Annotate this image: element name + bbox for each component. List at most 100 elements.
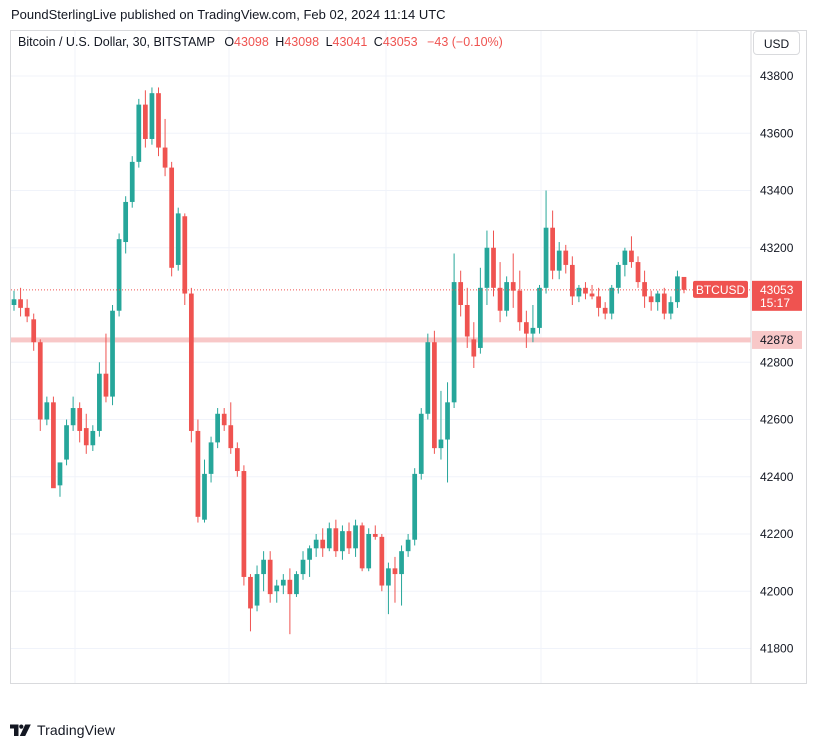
- price-tick-8: 42000: [760, 584, 794, 598]
- symbol-tag-label: BTCUSD: [696, 283, 746, 297]
- currency-button[interactable]: USD: [753, 31, 800, 55]
- candle-body-76: [510, 282, 516, 291]
- candle-body-46: [313, 539, 319, 549]
- candle-body-71: [478, 287, 483, 348]
- candle-body-97: [648, 296, 654, 303]
- candle-body-99: [661, 293, 667, 314]
- candle-body-31: [215, 413, 220, 443]
- candle-body-30: [208, 442, 214, 474]
- candle-body-36: [248, 576, 253, 609]
- candle-body-81: [543, 227, 549, 288]
- candle-body-70: [471, 339, 477, 357]
- candle-body-0: [11, 299, 17, 305]
- candle-body-72: [484, 247, 490, 288]
- tradingview-brand[interactable]: TradingView: [37, 722, 116, 738]
- candle-body-55: [372, 534, 378, 537]
- candle-body-21: [149, 93, 155, 139]
- candle-body-101: [675, 276, 680, 303]
- level-band-rect: [11, 337, 751, 343]
- candle-body-54: [366, 534, 372, 569]
- candle-body-9: [70, 408, 76, 426]
- candle-body-43: [294, 574, 299, 595]
- footer: TradingView: [10, 720, 115, 740]
- candle-body-23: [162, 147, 168, 168]
- candle-body-69: [464, 305, 470, 337]
- candle-body-47: [320, 539, 326, 549]
- candle-body-51: [346, 531, 352, 549]
- candle-body-42: [287, 579, 293, 595]
- price-tick-2: 43400: [760, 184, 794, 198]
- candle-body-27: [188, 293, 194, 431]
- candle-body-16: [116, 239, 122, 311]
- level-tag-bg: [752, 330, 802, 349]
- candle-body-37: [254, 574, 260, 606]
- candle-body-24: [169, 167, 175, 268]
- candle-body-13: [97, 373, 102, 431]
- candle-body-49: [333, 528, 339, 552]
- price-tick-0: 43800: [760, 69, 794, 83]
- candle-body-20: [143, 104, 148, 139]
- candle-body-63: [425, 342, 431, 414]
- candle-body-91: [609, 287, 615, 314]
- candle-body-4: [37, 342, 43, 420]
- candle-body-61: [412, 473, 418, 540]
- candle-body-88: [589, 293, 595, 297]
- price-tick-4: 42800: [760, 355, 794, 369]
- candle-body-7: [57, 462, 63, 486]
- candle-body-84: [563, 250, 569, 265]
- grid-lines: [11, 31, 751, 683]
- last-price-tag-bg: [752, 280, 802, 311]
- price-tick-7: 42200: [760, 527, 794, 541]
- candle-body-44: [300, 559, 306, 575]
- candle-body-2: [24, 307, 30, 317]
- candle-body-68: [458, 282, 464, 305]
- candle-body-86: [576, 287, 582, 297]
- candles: [11, 87, 687, 635]
- symbol-title[interactable]: Bitcoin / U.S. Dollar, 30, BITSTAMP: [18, 35, 215, 49]
- price-tick-6: 42400: [760, 470, 794, 484]
- symbol-tag-bg: [693, 280, 748, 298]
- ohlc-legend: Bitcoin / U.S. Dollar, 30, BITSTAMP O430…: [18, 35, 503, 49]
- high-value: 43098: [284, 35, 320, 49]
- candle-body-95: [635, 262, 641, 283]
- candle-body-98: [655, 293, 661, 303]
- candle-body-66: [445, 402, 450, 440]
- candle-body-33: [228, 425, 234, 449]
- candle-body-35: [241, 471, 247, 577]
- candle-body-74: [497, 287, 503, 311]
- candle-body-57: [386, 568, 391, 586]
- level-tag-value: 42878: [760, 333, 794, 347]
- candle-body-5: [44, 402, 50, 420]
- candle-body-45: [307, 548, 312, 560]
- candle-body-82: [550, 227, 555, 271]
- candle-body-19: [136, 104, 142, 162]
- candle-body-6: [51, 402, 56, 489]
- candle-body-38: [261, 559, 266, 575]
- candle-body-59: [399, 551, 404, 575]
- candle-body-78: [523, 322, 529, 334]
- candle-body-85: [569, 264, 575, 297]
- tradingview-logo-icon: [10, 724, 31, 736]
- candle-body-83: [556, 250, 562, 271]
- candle-body-18: [129, 161, 135, 202]
- change-value: −43 (−0.10%): [427, 35, 503, 49]
- price-axis: 43800 43600 43400 43200 42800 42600 42400 42200…: [760, 69, 794, 656]
- candle-body-25: [175, 213, 181, 265]
- low-label: L: [325, 35, 333, 49]
- candlestick-chart[interactable]: 43800 43600 43400 43200 42800 42600 42400 42200…: [11, 31, 806, 683]
- candle-body-10: [77, 408, 83, 431]
- candle-body-28: [195, 430, 201, 517]
- close-value: 43053: [382, 35, 418, 49]
- candle-body-67: [451, 282, 457, 403]
- candle-body-12: [90, 430, 96, 446]
- candle-body-17: [123, 201, 129, 243]
- candle-body-79: [530, 327, 536, 334]
- last-price-countdown: 15:17: [760, 296, 790, 310]
- candle-body-93: [622, 250, 628, 265]
- candle-body-39: [267, 559, 273, 595]
- candle-body-3: [31, 319, 37, 343]
- candle-body-92: [615, 264, 621, 288]
- candle-body-89: [596, 296, 601, 308]
- candle-body-48: [326, 528, 332, 549]
